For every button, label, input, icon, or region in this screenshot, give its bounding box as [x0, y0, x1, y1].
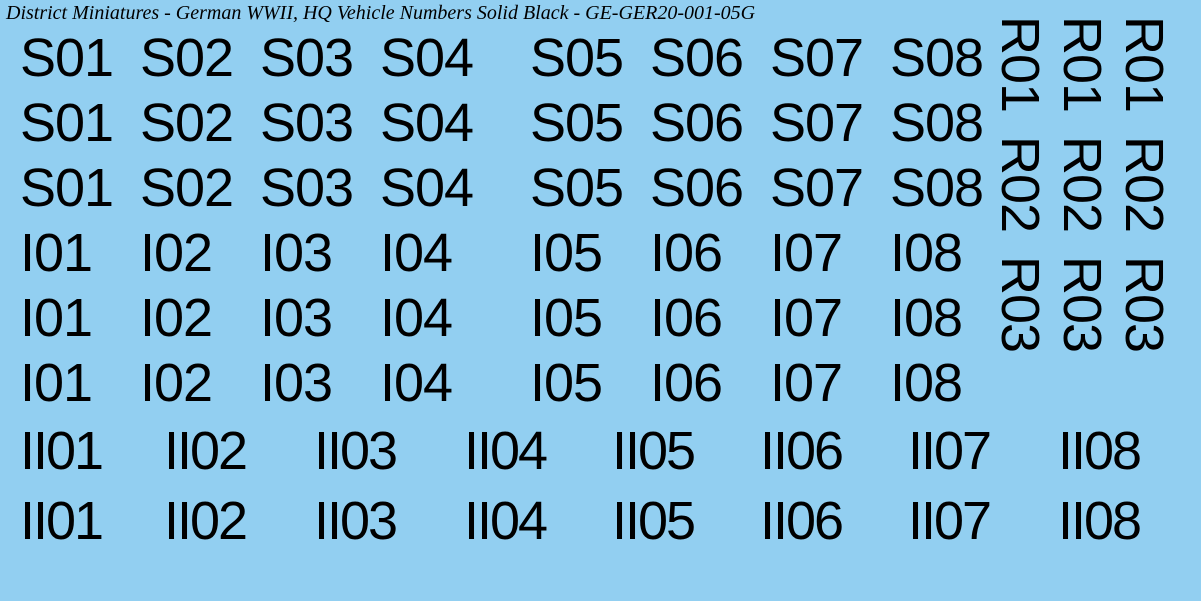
decal-grid: S01S02S03S04S05S06S07S08S01S02S03S04S05S… [20, 26, 980, 556]
decal-cell: I06 [650, 351, 770, 416]
decal-cell: S05 [530, 91, 650, 156]
decal-cell: S03 [260, 26, 380, 91]
decal-cell: I07 [770, 286, 890, 351]
decal-cell: II05 [612, 486, 760, 556]
decal-cell-vertical: R02 [993, 136, 1047, 232]
decal-cell: I04 [380, 286, 500, 351]
decal-cell: I02 [140, 351, 260, 416]
decal-cell: I04 [380, 221, 500, 286]
decal-cell: I04 [380, 351, 500, 416]
decal-cell: S07 [770, 156, 890, 221]
decal-cell-vertical: R01 [993, 16, 1047, 112]
decal-cell: S03 [260, 91, 380, 156]
decal-cell: S07 [770, 91, 890, 156]
decal-cell: I06 [650, 221, 770, 286]
r-column: R01 R02 R03 [1055, 16, 1109, 352]
decal-cell-vertical: R03 [1055, 256, 1109, 352]
decal-cell: S06 [650, 156, 770, 221]
r-column: R01 R02 R03 [1117, 16, 1171, 352]
decal-cell: II04 [464, 486, 612, 556]
decal-cell: II05 [612, 416, 760, 486]
decal-cell: II08 [1058, 486, 1188, 556]
decal-cell: I05 [530, 286, 650, 351]
i-row: I01I02I03I04I05I06I07I08 [20, 221, 980, 286]
decal-cell: S01 [20, 26, 140, 91]
decal-cell-vertical: R02 [1055, 136, 1109, 232]
decal-cell: II06 [760, 486, 908, 556]
decal-cell: S02 [140, 26, 260, 91]
decal-cell: S04 [380, 156, 500, 221]
decal-cell: S04 [380, 26, 500, 91]
ii-row: II01II02II03II04II05II06II07II08 [20, 416, 980, 486]
decal-cell: S07 [770, 26, 890, 91]
decal-cell: S01 [20, 156, 140, 221]
decal-cell: I01 [20, 351, 140, 416]
decal-cell: I08 [890, 351, 1010, 416]
decal-cell: II03 [314, 416, 464, 486]
decal-cell: S05 [530, 156, 650, 221]
decal-cell-vertical: R03 [993, 256, 1047, 352]
decal-cell: I03 [260, 351, 380, 416]
decal-cell: S01 [20, 91, 140, 156]
i-row: I01I02I03I04I05I06I07I08 [20, 351, 980, 416]
r-column-block: R01R02R03R01R02R03R01R02R03 [993, 16, 1193, 416]
ii-row: II01II02II03II04II05II06II07II08 [20, 486, 980, 556]
decal-cell: I07 [770, 221, 890, 286]
decal-cell: I03 [260, 221, 380, 286]
decal-cell: S02 [140, 156, 260, 221]
decal-cell-vertical: R02 [1117, 136, 1171, 232]
decal-cell: II02 [164, 486, 314, 556]
decal-cell: II04 [464, 416, 612, 486]
decal-cell: II07 [908, 486, 1058, 556]
decal-cell: I02 [140, 221, 260, 286]
decal-cell: I05 [530, 221, 650, 286]
decal-cell: II01 [20, 486, 164, 556]
i-row: I01I02I03I04I05I06I07I08 [20, 286, 980, 351]
decal-cell: I01 [20, 221, 140, 286]
decal-cell: I05 [530, 351, 650, 416]
s-row: S01S02S03S04S05S06S07S08 [20, 156, 980, 221]
decal-cell-vertical: R01 [1117, 16, 1171, 112]
decal-cell: S03 [260, 156, 380, 221]
decal-cell: II06 [760, 416, 908, 486]
decal-cell: II07 [908, 416, 1058, 486]
decal-cell: I06 [650, 286, 770, 351]
decal-cell: S05 [530, 26, 650, 91]
decal-cell: S06 [650, 91, 770, 156]
decal-cell: S04 [380, 91, 500, 156]
decal-cell-vertical: R03 [1117, 256, 1171, 352]
decal-cell-vertical: R01 [1055, 16, 1109, 112]
decal-cell: II03 [314, 486, 464, 556]
decal-cell: I03 [260, 286, 380, 351]
s-row: S01S02S03S04S05S06S07S08 [20, 91, 980, 156]
decal-cell: S06 [650, 26, 770, 91]
decal-cell: I07 [770, 351, 890, 416]
s-row: S01S02S03S04S05S06S07S08 [20, 26, 980, 91]
decal-cell: I02 [140, 286, 260, 351]
decal-cell: II01 [20, 416, 164, 486]
decal-cell: II02 [164, 416, 314, 486]
decal-cell: II08 [1058, 416, 1188, 486]
decal-cell: I01 [20, 286, 140, 351]
r-column: R01 R02 R03 [993, 16, 1047, 352]
decal-cell: S02 [140, 91, 260, 156]
